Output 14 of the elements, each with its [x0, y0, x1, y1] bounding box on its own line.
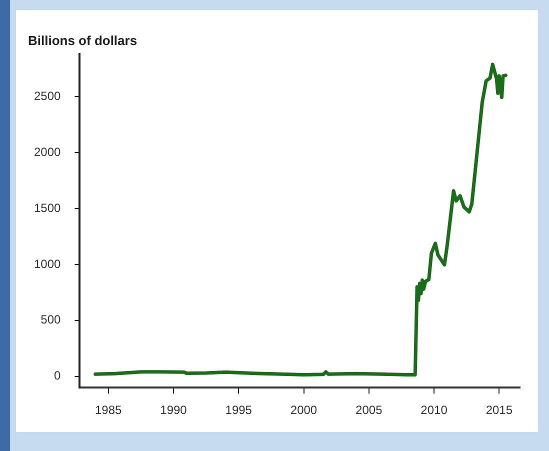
x-tick-label: 1990 — [160, 403, 188, 418]
x-tick-label: 2015 — [486, 403, 513, 418]
x-tick-label: 2005 — [356, 403, 383, 418]
y-tick-label: 1000 — [34, 256, 62, 271]
y-axis-title: Billions of dollars — [28, 33, 138, 48]
y-tick-label: 0 — [54, 368, 62, 383]
x-tick-label: 2010 — [420, 403, 448, 418]
x-tick-label: 1985 — [95, 403, 122, 418]
y-tick-label: 2500 — [34, 88, 62, 103]
x-tick-label: 2000 — [290, 403, 318, 418]
x-tick-label: 1995 — [225, 403, 252, 418]
y-tick-label: 1500 — [34, 200, 62, 215]
y-tick-label: 500 — [40, 312, 62, 327]
y-tick-label: 2000 — [34, 144, 62, 159]
